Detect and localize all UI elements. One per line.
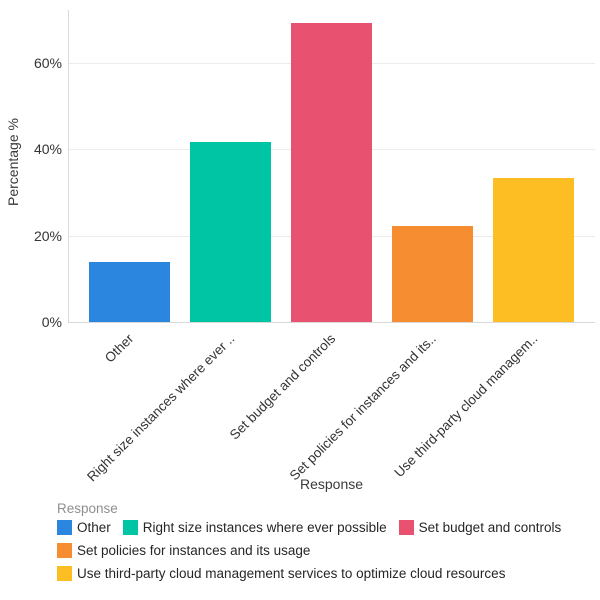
bar-right-size-instances-where-ever-possible[interactable]: [190, 142, 271, 322]
legend-swatch-icon: [57, 566, 72, 581]
legend-item[interactable]: Other: [57, 520, 111, 535]
legend: Other Right size instances where ever pos…: [57, 520, 597, 581]
legend-swatch-icon: [57, 520, 72, 535]
legend-item[interactable]: Use third-party cloud management service…: [57, 566, 505, 581]
bar-set-policies-for-instances-and-its-usage[interactable]: [392, 226, 473, 322]
bar-other[interactable]: [89, 262, 170, 322]
y-axis-line: [68, 10, 69, 322]
bar-use-third-party-cloud-management-services-to-optimize-cloud-resources[interactable]: [493, 178, 574, 322]
legend-swatch-icon: [122, 520, 138, 535]
legend-swatch-icon: [398, 520, 414, 535]
y-tick-label: 40%: [33, 141, 62, 158]
legend-item-label: Set policies for instances and its usage: [77, 543, 311, 558]
bar-set-budget-and-controls[interactable]: [291, 22, 372, 322]
legend-item[interactable]: Set policies for instances and its usage: [57, 543, 310, 558]
legend-item-label: Set budget and controls: [418, 520, 562, 535]
y-tick-label: 60%: [33, 55, 62, 72]
legend-item-label: Use third-party cloud management service…: [77, 566, 506, 581]
x-tick-label: Set budget and controls: [226, 331, 339, 443]
y-tick-label: 20%: [33, 227, 62, 244]
y-axis-title: Percentage %: [5, 118, 21, 206]
legend-item[interactable]: Set budget and controls: [398, 520, 562, 535]
y-tick-label: 0%: [41, 314, 62, 330]
x-tick-label: Other: [101, 331, 137, 366]
legend-title: Response: [57, 501, 118, 516]
legend-item-label: Right size instances where ever possible: [142, 520, 387, 535]
legend-item-label: Other: [77, 520, 111, 535]
x-axis-line: [68, 322, 595, 323]
legend-swatch-icon: [57, 543, 72, 558]
x-axis-title: Response: [299, 476, 364, 492]
legend-item[interactable]: Right size instances where ever possible: [122, 520, 387, 535]
